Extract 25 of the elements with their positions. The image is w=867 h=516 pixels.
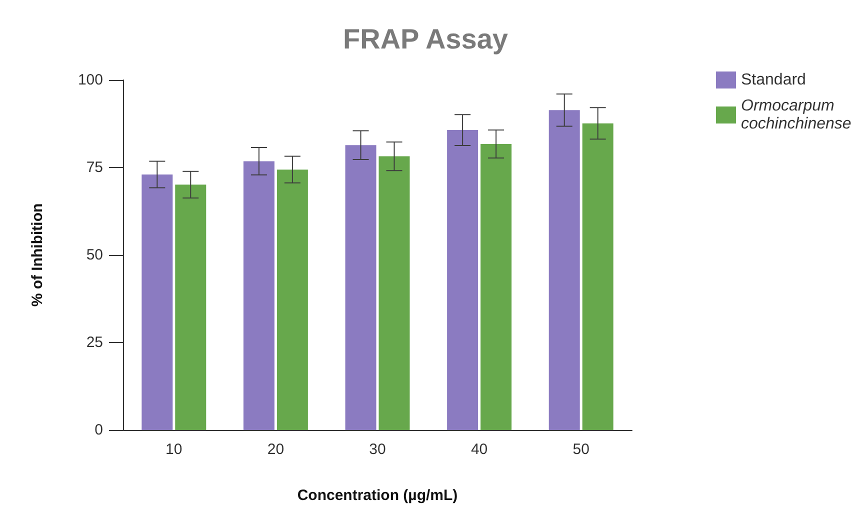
x-tick-label: 10 bbox=[166, 441, 182, 458]
y-tick-label: 25 bbox=[86, 334, 103, 351]
x-tick-label: 30 bbox=[369, 441, 386, 458]
bar bbox=[378, 156, 410, 430]
x-tick-label: 20 bbox=[267, 441, 284, 458]
chart-title: FRAP Assay bbox=[343, 24, 508, 54]
bar bbox=[175, 184, 206, 430]
bar bbox=[345, 145, 376, 430]
bar bbox=[447, 130, 478, 430]
bar bbox=[582, 123, 614, 430]
bar bbox=[243, 161, 274, 430]
bar bbox=[142, 174, 173, 430]
legend-label: Ormocarpum cochinchinense bbox=[741, 98, 852, 132]
bar bbox=[276, 170, 308, 430]
y-tick-label: 100 bbox=[78, 72, 103, 88]
y-axis-title: % of Inhibition bbox=[29, 203, 46, 307]
bar bbox=[548, 110, 580, 430]
y-tick-label: 75 bbox=[86, 159, 103, 176]
y-tick-label: 0 bbox=[94, 422, 103, 438]
legend-label: Standard bbox=[741, 72, 806, 88]
x-tick-label: 40 bbox=[470, 441, 488, 458]
bar bbox=[480, 144, 512, 430]
x-tick-label: 50 bbox=[572, 441, 590, 458]
x-axis-title: Concentration (µg/mL) bbox=[297, 487, 458, 504]
y-tick-label: 50 bbox=[86, 246, 103, 264]
